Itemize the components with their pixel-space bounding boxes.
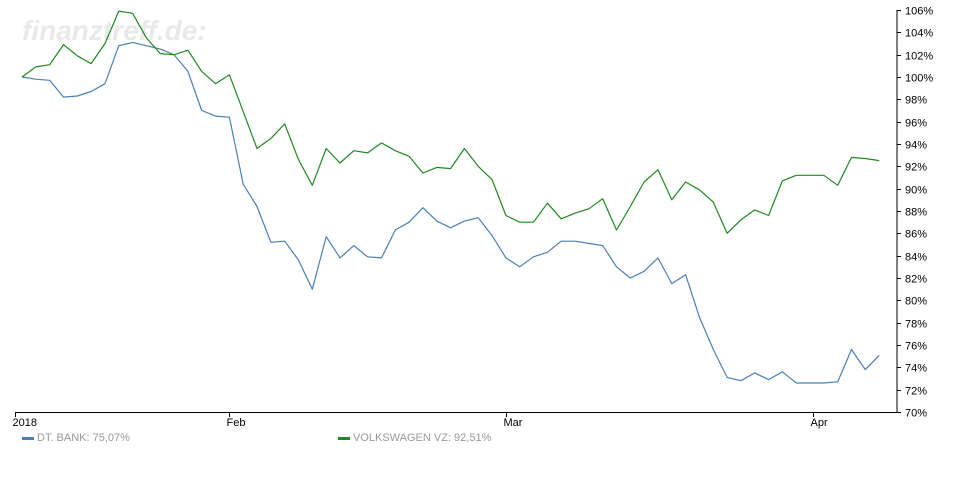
y-tick-label: 80% (905, 296, 927, 308)
x-tick-label: Feb (227, 417, 246, 429)
y-tick-label: 90% (905, 185, 927, 197)
x-tick-label: Apr (811, 417, 828, 429)
watermark: finanztreff.de: (22, 15, 207, 46)
legend-item-volkswagen-vz: VOLKSWAGEN VZ: 92,51% (338, 432, 491, 444)
y-tick-label: 76% (905, 341, 927, 353)
x-tick-label: Mar (504, 417, 523, 429)
y-tick-label: 98% (905, 95, 927, 107)
x-axis: 2018 Feb Mar Apr (13, 412, 828, 429)
y-tick-label: 94% (905, 140, 927, 152)
legend-swatch-dt-bank (22, 436, 34, 440)
series-line-volkswagen-vz (21, 10, 880, 234)
legend-label-volkswagen-vz: VOLKSWAGEN VZ: 92,51% (353, 432, 492, 444)
y-tick-label: 106% (905, 6, 933, 18)
legend-label-dt-bank: DT. BANK: 75,07% (37, 432, 130, 444)
y-tick-label: 82% (905, 274, 927, 286)
y-tick-label: 100% (905, 73, 933, 85)
legend-swatch-volkswagen-vz (338, 436, 350, 440)
y-tick-label: 84% (905, 252, 927, 264)
y-tick-label: 88% (905, 207, 927, 219)
y-tick-label: 104% (905, 28, 933, 40)
y-tick-label: 86% (905, 229, 927, 241)
y-tick-label: 96% (905, 118, 927, 130)
plot-area (21, 10, 880, 384)
y-tick-label: 70% (905, 408, 927, 420)
y-tick-label: 102% (905, 51, 933, 63)
legend-item-dt-bank: DT. BANK: 75,07% (22, 432, 130, 444)
y-tick-label: 72% (905, 386, 927, 398)
series-line-dt-bank (21, 41, 880, 384)
y-axis: 106% 104% 102% 100% 98% 96% 94% 92% 90% 88% 86% 84%… (897, 6, 933, 420)
y-tick-label: 92% (905, 162, 927, 174)
y-tick-label: 78% (905, 319, 927, 331)
x-tick-label: 2018 (13, 417, 37, 429)
y-tick-label: 74% (905, 363, 927, 375)
